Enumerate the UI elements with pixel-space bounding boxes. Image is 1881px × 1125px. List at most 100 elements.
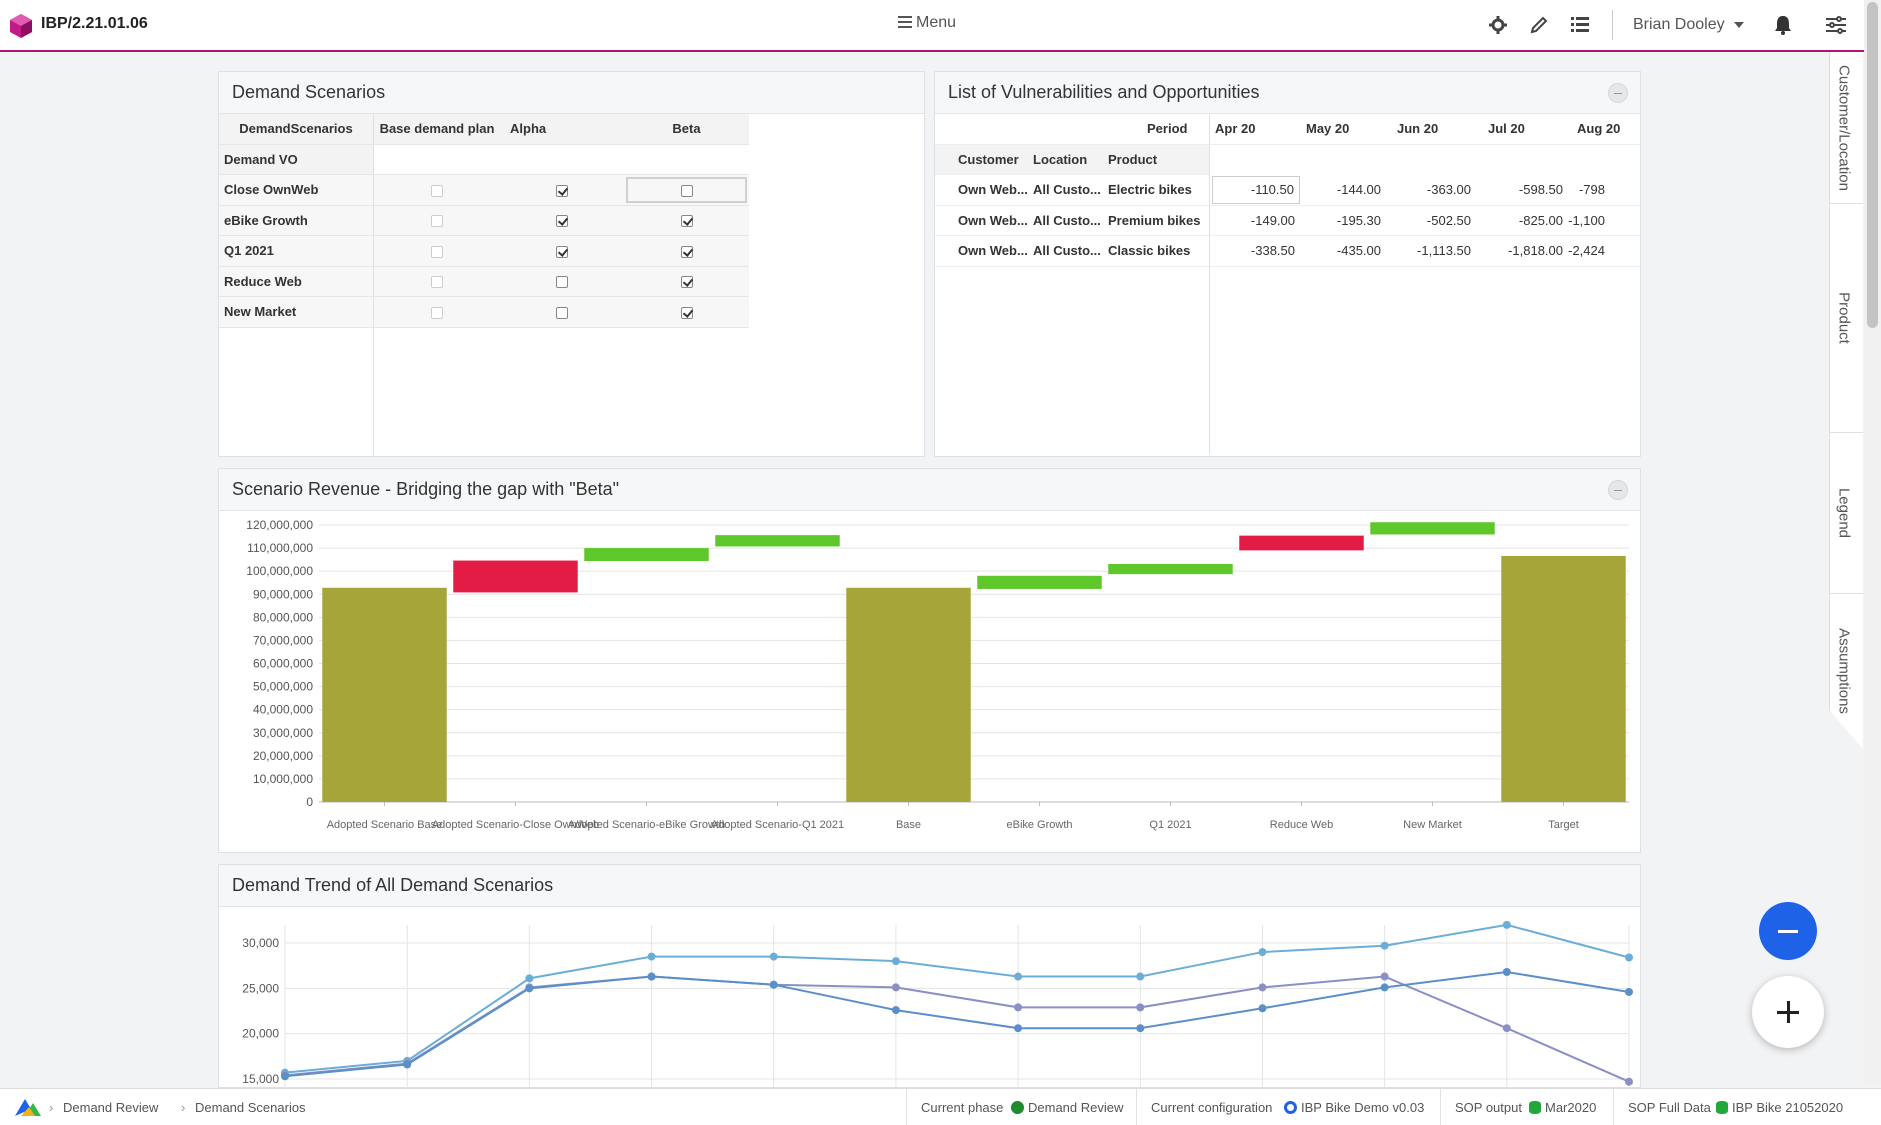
value-cell[interactable]: -1,113.50 [1417, 243, 1471, 258]
period-header[interactable]: Jun 20 [1397, 121, 1439, 136]
checkbox[interactable] [556, 306, 568, 319]
column-header[interactable]: DemandScenarios [219, 114, 374, 144]
value-cell[interactable]: -110.50 [1212, 176, 1300, 204]
data-point [1258, 1004, 1267, 1013]
checkbox[interactable] [431, 215, 443, 228]
y-tick-label: 15,000 [242, 1072, 279, 1086]
value-cell[interactable]: -195.30 [1336, 212, 1381, 228]
period-header[interactable]: Aug 20 [1577, 121, 1621, 136]
checkbox[interactable] [680, 215, 693, 228]
checkbox[interactable] [680, 306, 693, 319]
checkbox[interactable] [431, 276, 443, 289]
data-point [647, 972, 656, 981]
value-cell[interactable]: -363.00 [1426, 182, 1471, 197]
tab-product[interactable]: Product [1829, 204, 1863, 433]
series-line [284, 923, 1630, 1074]
panel-header: List of Vulnerabilities and Opportunitie… [935, 72, 1640, 114]
menu-button[interactable]: Menu [898, 14, 956, 32]
sop-status[interactable]: Mar2020 [1529, 1100, 1596, 1115]
sop-label: SOP output [1455, 1100, 1522, 1115]
value-cell[interactable]: -598.50 [1518, 182, 1563, 197]
bell-icon[interactable] [1771, 13, 1795, 37]
tab-assumptions[interactable]: Assumptions [1829, 594, 1863, 749]
vertical-scrollbar[interactable] [1864, 0, 1881, 1085]
data-point [1380, 983, 1389, 992]
checkbox[interactable] [556, 245, 568, 258]
y-tick-label: 50,000,000 [253, 680, 313, 694]
pencil-icon[interactable] [1527, 13, 1551, 37]
table-row: Q1 2021 [219, 236, 749, 267]
brand-logo-icon[interactable] [13, 1097, 43, 1117]
waterfall-bar [584, 548, 709, 562]
checkbox[interactable] [680, 245, 693, 258]
gear-icon[interactable] [1486, 13, 1510, 37]
tab-customer-location[interactable]: Customer/Location [1829, 52, 1863, 204]
table-row: Own Web... All Custo... Premium bikes -1… [935, 206, 1640, 236]
breadcrumb-item[interactable]: Demand Scenarios [195, 1100, 306, 1115]
data-point [403, 1060, 412, 1069]
y-tick-label: 80,000,000 [253, 610, 313, 624]
config-value: IBP Bike Demo v0.03 [1301, 1100, 1425, 1115]
sliders-icon[interactable] [1824, 13, 1848, 37]
sop-value: Mar2020 [1545, 1100, 1597, 1115]
line-chart: 15,000 20,000 25,000 30,000 [242, 920, 1633, 1087]
checkbox[interactable] [431, 184, 443, 197]
value-cell[interactable]: -798 [1578, 182, 1605, 197]
checkbox[interactable] [556, 276, 568, 289]
panel-header: Demand Scenarios [219, 72, 924, 114]
value-cell[interactable]: -502.50 [1426, 212, 1471, 228]
x-tick-label: eBike Growth [1006, 819, 1072, 831]
user-name[interactable]: Brian Dooley [1633, 16, 1725, 33]
grid-header-row: DemandScenarios Base demand plan Alpha B… [219, 114, 749, 145]
period-header[interactable]: Apr 20 [1215, 121, 1256, 136]
breadcrumb-separator: › [181, 1100, 186, 1115]
checkbox[interactable] [680, 184, 693, 197]
phase-value: Demand Review [1028, 1100, 1124, 1115]
database-icon [1529, 1101, 1541, 1114]
checkbox[interactable] [431, 245, 443, 258]
column-header[interactable]: Beta [672, 121, 701, 136]
data-point [1258, 948, 1267, 957]
value-cell[interactable]: -1,818.00 [1508, 243, 1563, 258]
vulnerabilities-panel: List of Vulnerabilities and Opportunitie… [934, 71, 1641, 457]
column-header[interactable]: Product [1108, 151, 1158, 167]
app-logo-icon [10, 14, 32, 38]
column-header[interactable]: Location [1033, 151, 1088, 167]
full-data-status[interactable]: IBP Bike 21052020 [1716, 1100, 1843, 1115]
value-cell[interactable]: -825.00 [1518, 212, 1563, 228]
breadcrumb-item[interactable]: Demand Review [63, 1100, 159, 1115]
checkbox[interactable] [431, 306, 443, 319]
value-cell[interactable]: -1,100 [1568, 212, 1605, 228]
checkbox[interactable] [556, 184, 568, 197]
chevron-down-icon[interactable] [1734, 22, 1744, 28]
y-tick-label: 60,000,000 [253, 657, 313, 671]
zoom-out-button[interactable] [1759, 902, 1817, 960]
x-tick-label: Adopted Scenario-Close OwnWeb [432, 819, 599, 831]
column-header[interactable]: Customer [958, 151, 1019, 167]
config-status[interactable]: IBP Bike Demo v0.03 [1284, 1100, 1424, 1115]
vulnerabilities-grid: Period Apr 20 May 20 Jun 20 Jul 20 Aug 2… [935, 114, 1640, 267]
checkbox[interactable] [680, 276, 693, 289]
table-row: Own Web... All Custo... Classic bikes -3… [935, 236, 1640, 267]
value-cell[interactable]: -2,424 [1568, 243, 1605, 258]
table-row: Close OwnWeb [219, 175, 749, 206]
checkbox[interactable] [556, 215, 568, 228]
value-cell[interactable]: -149.00 [1250, 212, 1295, 228]
y-tick-label: 30,000,000 [253, 726, 313, 740]
period-header[interactable]: Jul 20 [1488, 121, 1525, 136]
data-point [1014, 1003, 1023, 1012]
period-header[interactable]: May 20 [1306, 121, 1350, 136]
value-cell[interactable]: -435.00 [1336, 243, 1381, 258]
scrollbar-thumb[interactable] [1867, 2, 1878, 328]
list-icon[interactable] [1568, 13, 1592, 37]
add-button[interactable] [1752, 976, 1824, 1048]
value-cell[interactable]: -338.50 [1250, 243, 1295, 258]
value-cell[interactable]: -144.00 [1336, 182, 1381, 197]
waterfall-bar [846, 587, 971, 802]
panel-options-button[interactable] [1608, 480, 1628, 500]
column-header[interactable]: Alpha [510, 121, 547, 136]
column-header[interactable]: Base demand plan [379, 121, 495, 136]
tab-legend[interactable]: Legend [1829, 433, 1863, 594]
period-label: Period [1147, 121, 1188, 136]
panel-options-button[interactable] [1608, 83, 1628, 103]
